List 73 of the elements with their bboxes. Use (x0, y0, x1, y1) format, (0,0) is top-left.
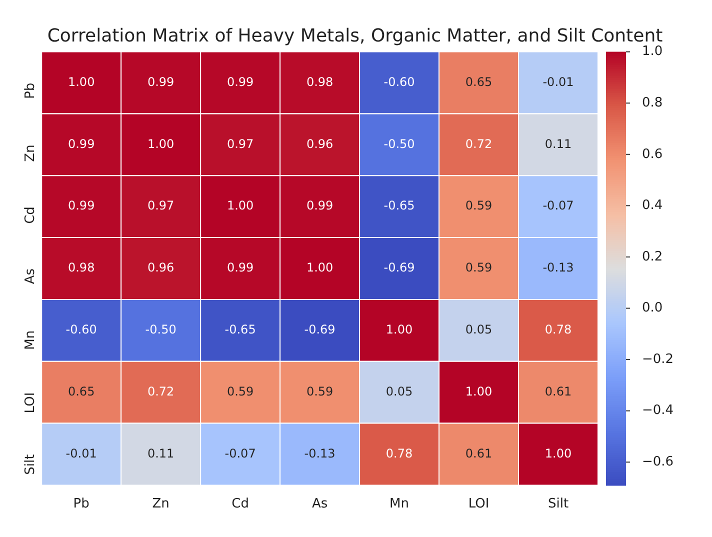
color-bar-label: 0.4 (642, 198, 663, 214)
data-label: 0.05 (465, 322, 492, 337)
data-label: -0.69 (384, 260, 415, 275)
data-label: -0.13 (542, 260, 574, 275)
data-label: -0.01 (542, 74, 574, 89)
data-label: 0.98 (68, 260, 95, 275)
x-tick-label: Pb (73, 496, 90, 512)
data-label: 0.11 (147, 446, 174, 460)
color-bar-label: 0.6 (642, 146, 663, 162)
data-label: -0.07 (542, 198, 574, 213)
data-label: 0.05 (386, 384, 413, 398)
data-label: 1.00 (465, 384, 492, 398)
y-tick-label: LOI (22, 392, 38, 414)
data-label: 0.72 (147, 384, 174, 398)
data-label: 0.65 (68, 384, 95, 398)
data-label: 0.99 (226, 260, 254, 275)
data-label: -0.69 (304, 322, 336, 337)
data-label: 0.96 (147, 260, 174, 275)
data-label: 0.99 (147, 74, 174, 89)
data-label: 0.97 (226, 136, 254, 151)
x-tick-label: Silt (548, 496, 569, 512)
data-label: -0.60 (66, 322, 97, 337)
color-bar-label: −0.2 (642, 352, 674, 367)
y-tick-label: Zn (22, 144, 38, 162)
data-label: 0.61 (465, 446, 492, 460)
x-tick-label: Cd (232, 496, 249, 512)
data-label: 1.00 (544, 446, 572, 460)
color-bar-label: −0.4 (642, 403, 674, 418)
y-tick-label: Cd (22, 206, 38, 224)
data-label: 0.99 (68, 198, 95, 213)
data-label: -0.50 (384, 136, 415, 151)
color-bar-label: 0.2 (642, 249, 663, 264)
color-bar-label: 1.0 (642, 44, 663, 60)
x-tick-label: LOI (468, 496, 490, 512)
y-tick-label: Pb (22, 82, 38, 99)
data-label: 0.59 (306, 384, 334, 398)
y-tick-label: Silt (22, 454, 38, 475)
color-bar-label: 0.8 (642, 95, 663, 110)
data-label: 0.59 (226, 384, 254, 398)
data-label: 0.61 (544, 384, 572, 398)
data-label: 0.99 (306, 198, 334, 213)
data-label: -0.50 (145, 322, 176, 337)
x-tick-label: Zn (152, 496, 170, 512)
chart-title: Correlation Matrix of Heavy Metals, Organic Matter, and Silt Content (47, 26, 663, 47)
data-label: 1.00 (306, 260, 334, 275)
data-label: 0.11 (544, 136, 572, 151)
data-label: 0.96 (306, 136, 334, 151)
data-label: 0.65 (465, 74, 492, 89)
color-bar-label: −0.6 (642, 454, 674, 470)
x-tick-label: Mn (390, 496, 410, 512)
y-tick-label: Mn (22, 330, 38, 350)
data-label: -0.01 (66, 446, 97, 460)
data-label: 1.00 (226, 198, 254, 213)
data-label: 1.00 (68, 74, 95, 89)
data-label: 0.72 (465, 136, 492, 151)
data-label: -0.65 (384, 198, 415, 213)
data-label: -0.60 (384, 74, 415, 89)
data-label: 0.97 (147, 198, 174, 213)
data-label: 0.78 (386, 446, 413, 460)
color-bar-label: 0.0 (642, 300, 663, 316)
data-label: 0.59 (465, 198, 492, 213)
data-label: 0.78 (544, 322, 572, 337)
y-tick-label: As (22, 268, 38, 284)
data-label: 0.99 (226, 74, 254, 89)
data-label: 0.98 (306, 74, 334, 89)
data-label: 0.59 (465, 260, 492, 275)
data-label: 1.00 (147, 136, 174, 151)
x-tick-label: As (312, 496, 328, 512)
data-label: 1.00 (386, 322, 413, 337)
data-label: -0.07 (224, 446, 256, 460)
data-label: 0.99 (68, 136, 95, 151)
data-label: -0.65 (224, 322, 256, 337)
data-label: -0.13 (304, 446, 336, 460)
